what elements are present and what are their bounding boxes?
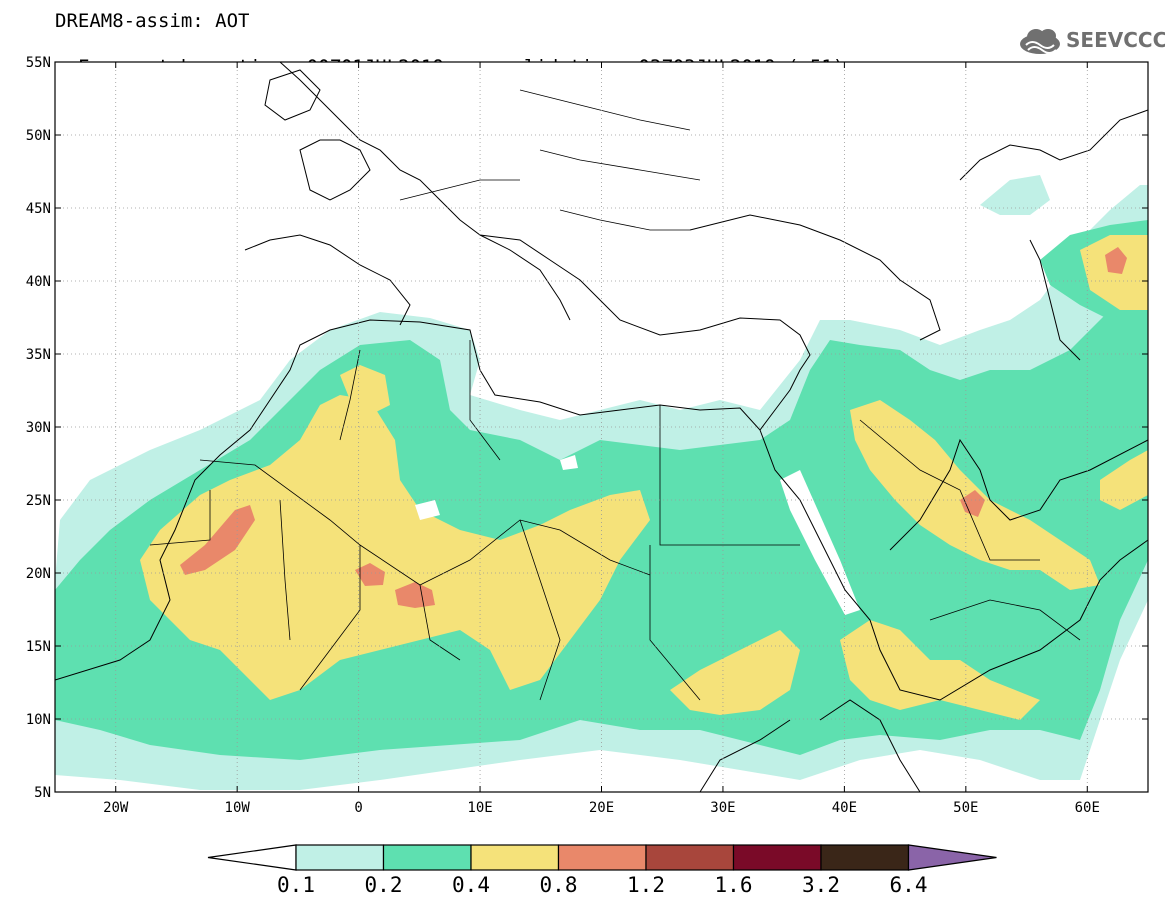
colorbar-label: 1.2 xyxy=(627,873,665,897)
map-title: DREAM8-assim: AOT xyxy=(55,10,250,32)
lon-tick-label: 20E xyxy=(589,800,614,816)
aot-level-0-8-caspian xyxy=(1105,247,1127,274)
lon-tick-label: 50E xyxy=(953,800,978,816)
aot-level-0-4-horn xyxy=(840,620,1040,720)
aot-level-0-1-north xyxy=(980,175,1050,215)
colorbar-segment xyxy=(645,844,735,871)
aot-field xyxy=(55,62,1148,792)
lat-tick-label: 5N xyxy=(34,785,51,801)
colorbar-label: 1.6 xyxy=(715,873,753,897)
aot-level-0-8-niger xyxy=(395,582,435,608)
aot-level-0-4-sudan xyxy=(670,630,800,715)
colorbar-label: 0.1 xyxy=(277,873,315,897)
aot-level-0-4-east xyxy=(1100,450,1148,510)
lon-tick-label: 10E xyxy=(467,800,492,816)
lat-tick-label: 15N xyxy=(26,639,51,655)
colorbar-segment xyxy=(820,844,910,871)
colorbar-segment xyxy=(382,844,472,871)
aot-level-0-4-west xyxy=(140,395,650,700)
colorbar: 0.1 0.2 0.4 0.8 1.2 1.6 3.2 6.4 xyxy=(207,844,997,897)
lat-tick-label: 40N xyxy=(26,274,51,290)
colorbar-segment xyxy=(557,844,647,871)
lat-tick-label: 35N xyxy=(26,347,51,363)
lat-tick-label: 10N xyxy=(26,712,51,728)
colorbar-min-triangle xyxy=(207,844,297,871)
lat-tick-label: 20N xyxy=(26,566,51,582)
colorbar-label: 0.2 xyxy=(365,873,403,897)
lon-tick-label: 30E xyxy=(710,800,735,816)
lat-tick-label: 50N xyxy=(26,128,51,144)
clear-patch-2 xyxy=(560,455,578,470)
colorbar-segment xyxy=(470,844,560,871)
clear-patch-1 xyxy=(415,500,440,520)
aot-level-0-4-north xyxy=(340,365,390,415)
colorbar-segment xyxy=(732,844,822,871)
lat-tick-label: 25N xyxy=(26,493,51,509)
borders xyxy=(149,89,1081,701)
lat-tick-label: 30N xyxy=(26,420,51,436)
clear-patch-3 xyxy=(780,470,860,615)
lat-tick-label: 55N xyxy=(26,55,51,71)
aot-level-0-8-mauritania xyxy=(180,505,255,575)
seevccc-logo xyxy=(1020,29,1060,54)
colorbar-max-triangle xyxy=(907,844,997,871)
colorbar-segment xyxy=(295,844,385,871)
lon-tick-label: 40E xyxy=(832,800,857,816)
cloud-icon xyxy=(1020,29,1060,54)
lon-tick-label: 0 xyxy=(354,800,362,816)
latitude-axis: 5N 10N 15N 20N 25N 30N 35N 40N 45N 50N 55N xyxy=(26,55,1148,801)
logo-text: SEEVCCC xyxy=(1066,28,1165,52)
lon-tick-label: 60E xyxy=(1075,800,1100,816)
aot-level-0-8-mali xyxy=(355,563,385,586)
lon-tick-label: 10W xyxy=(225,800,251,816)
colorbar-label: 3.2 xyxy=(802,873,840,897)
lat-tick-label: 45N xyxy=(26,201,51,217)
colorbar-label: 0.4 xyxy=(452,873,490,897)
colorbar-label: 6.4 xyxy=(890,873,928,897)
colorbar-label: 0.8 xyxy=(540,873,578,897)
aot-level-0-8-gulf xyxy=(960,490,985,517)
coastlines xyxy=(55,62,1148,792)
longitude-axis: 20W 10W 0 10E 20E 30E 40E 50E 60E xyxy=(103,62,1100,816)
gridlines xyxy=(55,62,1148,792)
lon-tick-label: 20W xyxy=(103,800,129,816)
